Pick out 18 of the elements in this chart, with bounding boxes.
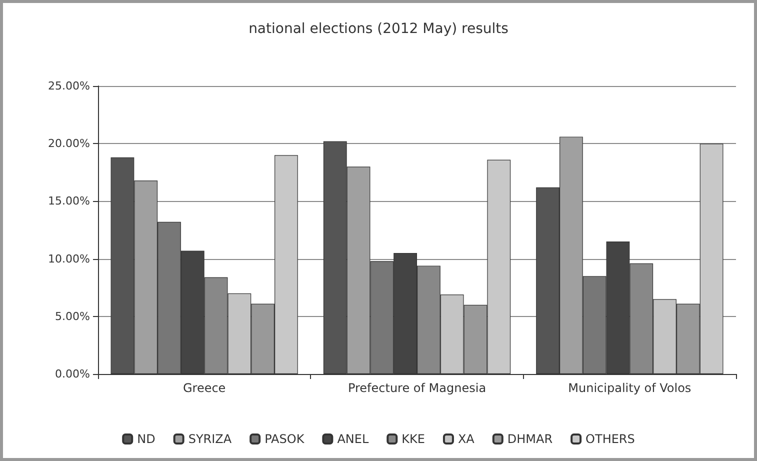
chart-title: national elections (2012 May) results — [248, 21, 508, 37]
legend-label: SYRIZA — [188, 432, 232, 446]
x-tick-label: Prefecture of Magnesia — [348, 381, 486, 395]
legend-label: ND — [137, 432, 156, 446]
legend-label: ANEL — [337, 432, 369, 446]
legend-label: XA — [458, 432, 476, 446]
x-tick-label: Greece — [182, 381, 226, 395]
y-tick-label: 25.00% — [48, 80, 90, 92]
x-tick-label: Municipality of Volos — [568, 381, 692, 395]
y-tick-label: 5.00% — [55, 310, 90, 323]
y-tick-label: 10.00% — [48, 252, 90, 266]
y-tick-label: 15.00% — [48, 194, 90, 208]
legend-label: PASOK — [264, 432, 306, 446]
y-tick-label: 20.00% — [48, 137, 90, 150]
legend-label: KKE — [402, 432, 425, 446]
legend-label: OTHERS — [586, 432, 635, 446]
y-tick-label: 0.00% — [55, 368, 90, 380]
legend-label: DHMAR — [507, 432, 553, 446]
